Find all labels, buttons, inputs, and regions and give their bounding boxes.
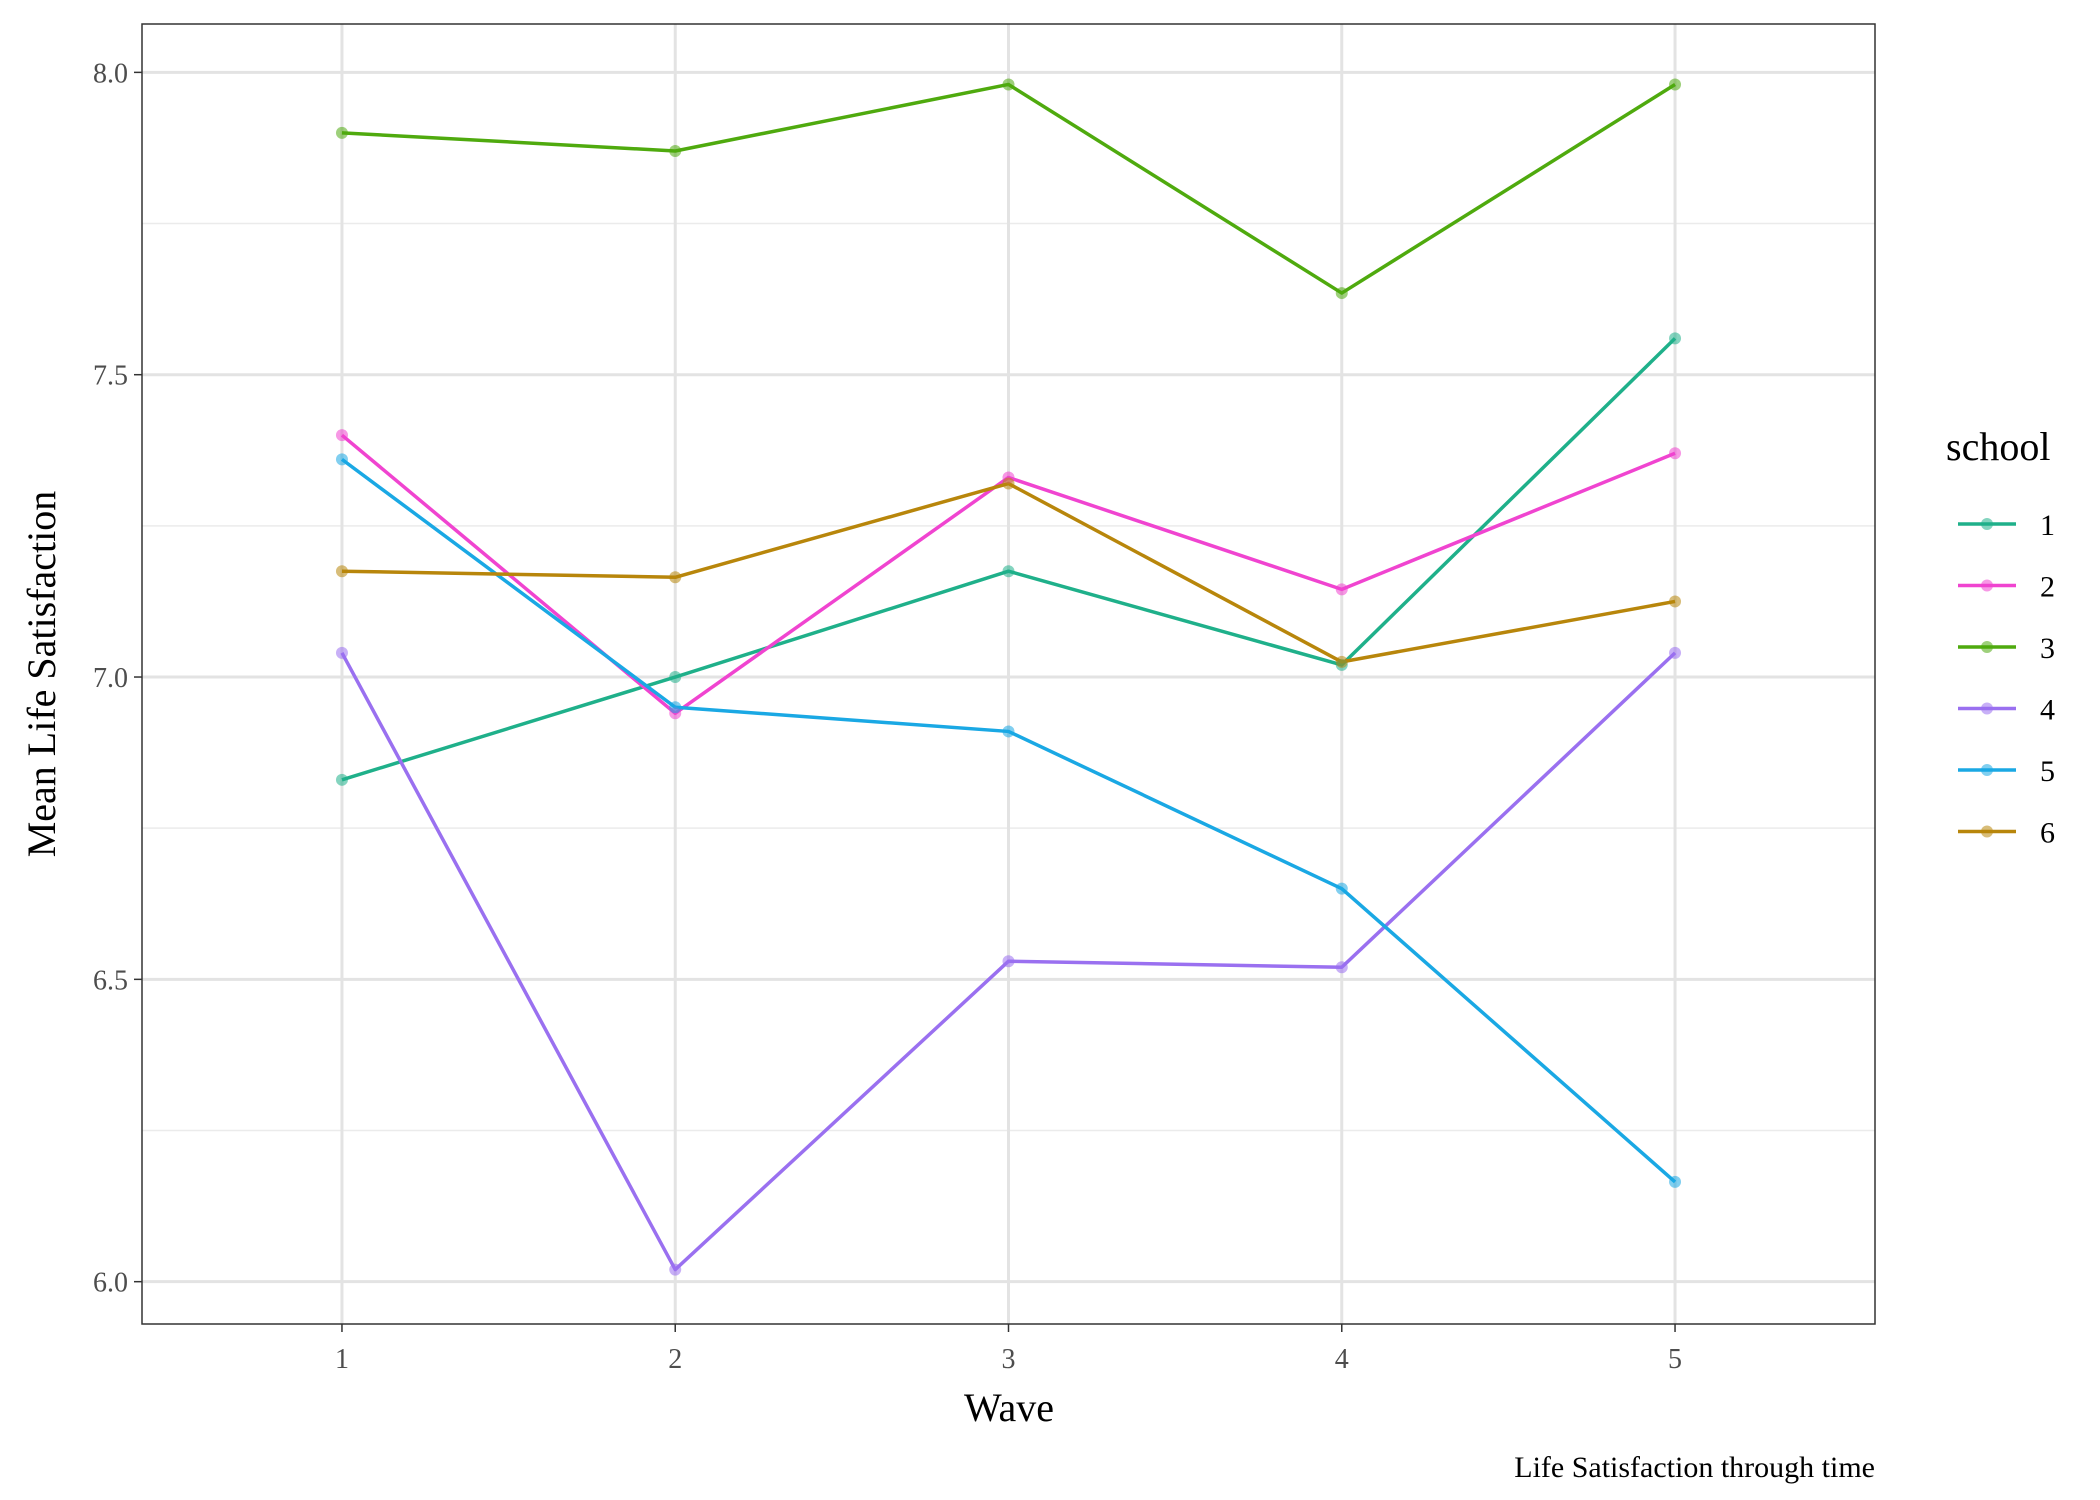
data-point-1 <box>1002 565 1015 578</box>
data-point-3 <box>1002 78 1015 91</box>
tick-layer: 6.0 6.5 7.0 7.5 8.0 1 2 3 4 5 <box>93 58 1682 1375</box>
legend-item-3: 3 <box>1958 632 2055 665</box>
data-point-3 <box>1335 287 1348 300</box>
y-tick-label: 7.5 <box>93 361 128 392</box>
data-point-4 <box>1002 955 1015 968</box>
x-tick-label: 3 <box>1002 1344 1016 1375</box>
data-point-5 <box>1002 725 1015 738</box>
data-point-4 <box>1335 961 1348 974</box>
data-point-1 <box>335 773 348 786</box>
data-point-4 <box>669 1263 682 1276</box>
x-tick-label: 1 <box>335 1344 349 1375</box>
data-point-2 <box>1335 583 1348 596</box>
y-axis-title: Mean Life Satisfaction <box>19 491 64 858</box>
series-layer <box>335 78 1682 1276</box>
x-tick-label: 4 <box>1335 1344 1349 1375</box>
data-point-5 <box>335 453 348 466</box>
legend-items: 1 2 3 4 5 6 <box>1958 509 2055 850</box>
legend-label: 4 <box>2040 694 2055 727</box>
data-point-6 <box>1335 655 1348 668</box>
x-tick-label: 5 <box>1668 1344 1682 1375</box>
legend-key-point <box>1981 764 1993 776</box>
chart-caption: Life Satisfaction through time <box>1514 1451 1875 1484</box>
legend-key-point <box>1981 641 1993 653</box>
data-point-5 <box>669 701 682 714</box>
data-point-6 <box>1669 595 1682 608</box>
data-point-1 <box>669 671 682 684</box>
legend-label: 1 <box>2040 509 2055 542</box>
legend-title: school <box>1946 424 2050 469</box>
data-point-4 <box>335 646 348 659</box>
data-point-5 <box>1335 882 1348 895</box>
y-tick-label: 7.0 <box>93 663 128 694</box>
y-tick-label: 6.0 <box>93 1268 128 1299</box>
legend-label: 3 <box>2040 632 2055 665</box>
legend-key-point <box>1981 702 1993 715</box>
legend-item-1: 1 <box>1958 509 2055 542</box>
legend-key-point <box>1981 825 1993 838</box>
y-tick-label: 8.0 <box>93 58 128 89</box>
legend-key-point <box>1981 518 1993 530</box>
legend-item-6: 6 <box>1958 817 2055 850</box>
legend-key-point <box>1981 579 1993 592</box>
legend-item-5: 5 <box>1958 755 2055 788</box>
data-point-2 <box>1669 447 1682 460</box>
legend-label: 5 <box>2040 755 2055 788</box>
legend-item-4: 4 <box>1958 694 2055 727</box>
x-tick-label: 2 <box>668 1344 682 1375</box>
data-point-3 <box>335 126 348 139</box>
legend-item-2: 2 <box>1958 571 2055 604</box>
data-point-2 <box>335 429 348 442</box>
data-point-6 <box>1002 477 1015 490</box>
y-tick-label: 6.5 <box>93 965 128 996</box>
legend-label: 2 <box>2040 571 2055 604</box>
legend: school 1 2 3 4 5 6 <box>1946 424 2055 850</box>
data-point-3 <box>1669 78 1682 91</box>
data-point-4 <box>1669 646 1682 659</box>
data-point-5 <box>1669 1175 1682 1188</box>
data-point-6 <box>669 571 682 584</box>
data-point-3 <box>669 144 682 157</box>
data-point-6 <box>335 565 348 578</box>
x-axis-title: Wave <box>964 1385 1054 1430</box>
legend-label: 6 <box>2040 817 2055 850</box>
data-point-1 <box>1669 332 1682 345</box>
